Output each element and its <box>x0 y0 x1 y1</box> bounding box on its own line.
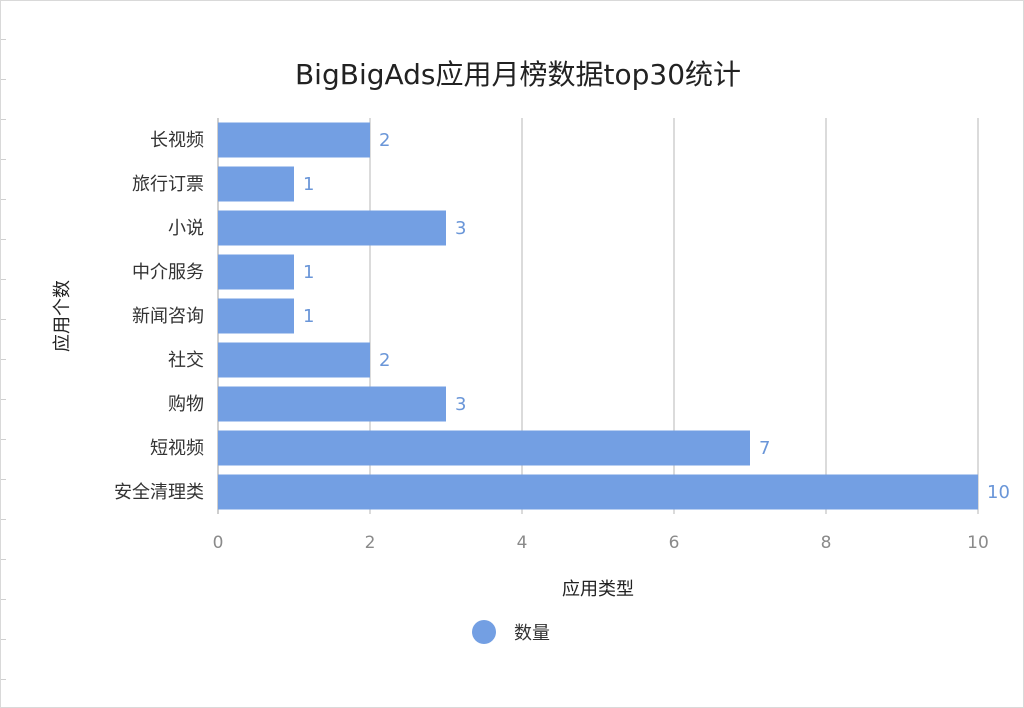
edge-tick <box>1 319 6 320</box>
edge-tick <box>1 199 6 200</box>
category-label: 社交 <box>168 350 204 371</box>
category-label: 旅行订票 <box>132 174 204 195</box>
chart-title: BigBigAds应用月榜数据top30统计 <box>295 58 741 91</box>
edge-tick <box>1 639 6 640</box>
bar[interactable] <box>218 342 370 378</box>
x-tick-label: 8 <box>821 533 832 553</box>
edge-tick <box>1 359 6 360</box>
data-label: 7 <box>759 438 770 459</box>
edge-tick <box>1 239 6 240</box>
legend[interactable]: 数量 <box>472 620 550 644</box>
x-tick-label: 6 <box>669 533 680 553</box>
data-label: 2 <box>379 130 390 151</box>
tick-labels: 0 2 4 6 8 10 <box>213 533 989 553</box>
data-label: 3 <box>455 394 466 415</box>
bar[interactable] <box>218 474 978 510</box>
edge-tick <box>1 439 6 440</box>
edge-tick <box>1 599 6 600</box>
edge-tick <box>1 39 6 40</box>
legend-label[interactable]: 数量 <box>514 623 550 644</box>
edge-tick <box>1 399 6 400</box>
bar[interactable] <box>218 210 446 246</box>
category-label: 购物 <box>168 394 204 415</box>
data-label: 2 <box>379 350 390 371</box>
edge-tick <box>1 519 6 520</box>
x-tick-label: 2 <box>365 533 376 553</box>
edge-tick <box>1 159 6 160</box>
category-label: 新闻咨询 <box>132 306 204 327</box>
edge-tick <box>1 559 6 560</box>
data-label: 10 <box>987 482 1010 503</box>
category-label: 小说 <box>168 218 204 239</box>
y-axis-title: 应用个数 <box>52 280 73 352</box>
edge-tick <box>1 479 6 480</box>
bar[interactable] <box>218 430 750 466</box>
bars <box>218 122 978 510</box>
category-label: 长视频 <box>150 130 204 151</box>
legend-swatch[interactable] <box>472 620 496 644</box>
bar[interactable] <box>218 298 294 334</box>
x-tick-label: 0 <box>213 533 224 553</box>
bar[interactable] <box>218 254 294 290</box>
category-label: 短视频 <box>150 438 204 459</box>
category-label: 安全清理类 <box>114 482 204 503</box>
x-tick-label: 10 <box>967 533 989 553</box>
bar[interactable] <box>218 122 370 158</box>
data-label: 1 <box>303 306 314 327</box>
x-tick-label: 4 <box>517 533 528 553</box>
category-label: 中介服务 <box>132 262 204 283</box>
edge-tick <box>1 79 6 80</box>
data-label: 1 <box>303 174 314 195</box>
edge-tick <box>1 279 6 280</box>
edge-tick <box>1 679 6 680</box>
data-label: 1 <box>303 262 314 283</box>
data-label: 3 <box>455 218 466 239</box>
data-labels: 2 1 3 1 1 2 3 7 10 <box>303 130 1010 503</box>
bar[interactable] <box>218 166 294 202</box>
edge-tick <box>1 119 6 120</box>
x-axis-title: 应用类型 <box>562 579 634 600</box>
bar[interactable] <box>218 386 446 422</box>
